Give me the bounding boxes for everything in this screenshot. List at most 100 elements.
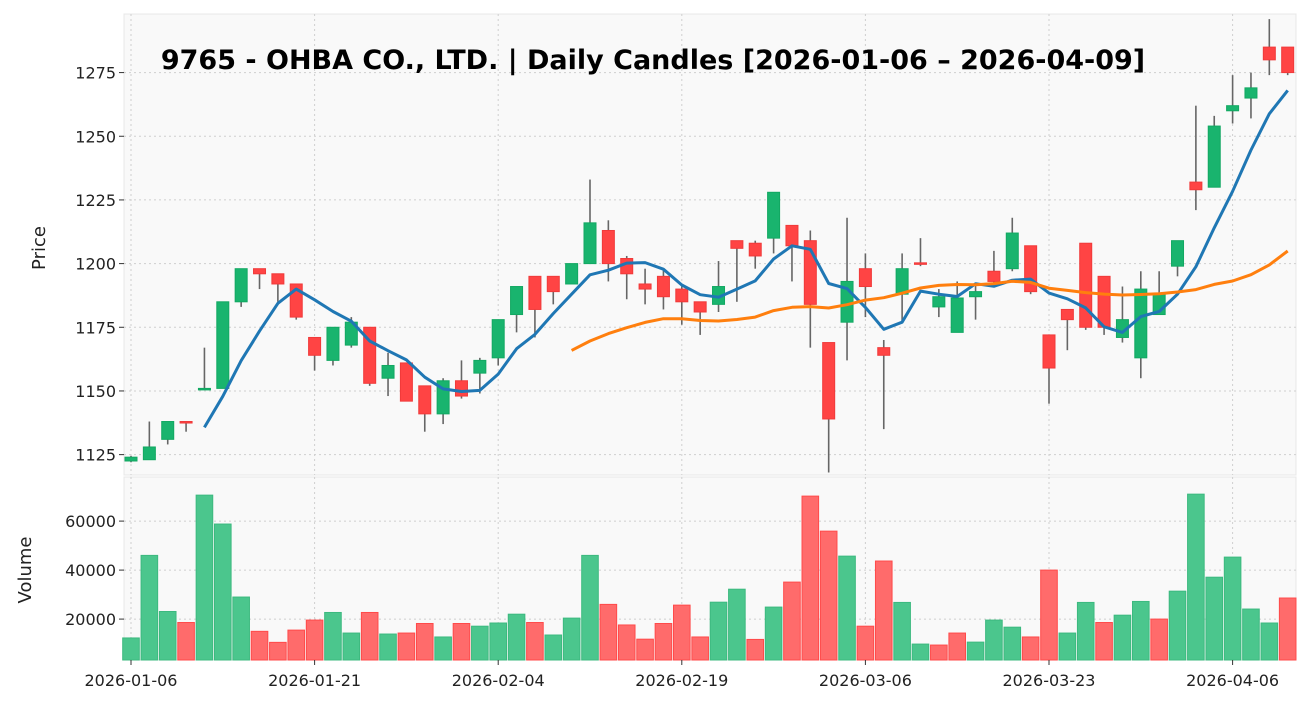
candle-body [418, 385, 432, 415]
price-axis-label: Price [29, 226, 50, 270]
volume-bar [214, 523, 232, 661]
volume-bar [195, 494, 214, 661]
volume-bar [1150, 618, 1168, 661]
candle-body [1226, 105, 1240, 112]
price-tick-label: 1175 [75, 318, 116, 337]
volume-bar [1168, 590, 1187, 661]
date-tick-label: 2026-01-06 [85, 671, 178, 690]
volume-tick-label: 20000 [65, 610, 116, 629]
candle-body [326, 326, 340, 361]
volume-bar [1242, 608, 1260, 661]
volume-bar [526, 622, 544, 661]
volume-bar [801, 495, 820, 661]
price-tick-label: 1125 [75, 446, 116, 465]
volume-bar [1003, 626, 1022, 661]
volume-bar [544, 634, 563, 661]
candle-body [730, 240, 744, 249]
volume-bar [581, 554, 599, 661]
candle-body [1134, 288, 1148, 359]
candle-body [1042, 334, 1056, 369]
volume-bar [1040, 569, 1058, 661]
candle-body [528, 275, 542, 310]
volume-bar [342, 632, 361, 661]
candle-body [271, 273, 285, 285]
volume-bar [269, 641, 287, 661]
volume-bar [985, 619, 1003, 661]
candle-body [932, 296, 946, 308]
axis-ticks: 1125 1150 1175 1200 1225 1250 1275 20000 40000 60… [65, 64, 1279, 690]
candle-body [197, 387, 211, 391]
candle-body [142, 446, 156, 461]
candle-body [216, 301, 230, 389]
price-tick-label: 1150 [75, 382, 116, 401]
volume-bar [911, 643, 930, 661]
volume-bar [819, 530, 838, 661]
volume-bar [966, 641, 985, 661]
candle-body [565, 263, 579, 285]
volume-bar [1187, 493, 1205, 661]
candle-body [308, 336, 322, 356]
candle-body [546, 275, 560, 293]
volume-bar [397, 632, 416, 661]
volume-bar [930, 644, 948, 661]
candle-body [767, 191, 781, 239]
price-panel-background [123, 13, 1297, 476]
volume-bar [287, 629, 306, 661]
candle-body [913, 262, 927, 265]
volume-bar [158, 610, 177, 661]
volume-bar [654, 622, 673, 661]
volume-bar [415, 622, 434, 661]
volume-bar [1132, 600, 1150, 661]
volume-bar [709, 601, 728, 661]
volume-bar [452, 622, 471, 661]
volume-bar [893, 601, 911, 661]
date-tick-label: 2026-04-06 [1186, 671, 1279, 690]
volume-bar [1021, 636, 1040, 661]
volume-bar [140, 554, 159, 661]
candle-body [601, 229, 615, 265]
candle-body [1207, 125, 1221, 188]
volume-tick-label: 40000 [65, 561, 116, 580]
chart-title: 9765 - OHBA CO., LTD. | Daily Candles [2… [161, 45, 1145, 76]
candle-body [969, 291, 983, 298]
candle-body [1097, 275, 1111, 328]
candle-body [1262, 46, 1276, 61]
candle-body [1079, 242, 1093, 328]
volume-bar [250, 630, 269, 661]
volume-bars [122, 493, 1297, 661]
volume-bar [948, 632, 967, 661]
date-tick-label: 2026-03-23 [1003, 671, 1096, 690]
volume-tick-label: 60000 [65, 512, 116, 531]
candle-body [895, 268, 909, 295]
candle-body [1171, 240, 1185, 267]
date-tick-label: 2026-01-21 [268, 671, 361, 690]
candle-body [399, 362, 413, 402]
volume-bar [617, 624, 636, 661]
candle-body [1244, 87, 1258, 99]
candle-body [179, 421, 193, 424]
volume-bar [636, 638, 654, 661]
candle-body [234, 268, 248, 303]
candle-body [748, 242, 762, 257]
candle-body [161, 421, 175, 440]
volume-bar [1095, 622, 1113, 661]
volume-bar [874, 560, 893, 661]
volume-bar [856, 625, 875, 661]
volume-bar [507, 613, 526, 661]
candle-body [656, 275, 670, 298]
candle-body [785, 224, 799, 247]
moving-average-lines [203, 89, 1289, 429]
volume-bar [434, 636, 452, 661]
candle-body [124, 456, 138, 462]
volume-bar [728, 588, 746, 661]
volume-bar [360, 611, 379, 661]
volume-bar [1278, 597, 1297, 661]
candle-body [638, 283, 652, 290]
candle-body [693, 301, 707, 313]
volume-bar [746, 638, 765, 661]
volume-bar [764, 606, 783, 661]
candle-body [1005, 232, 1019, 270]
candle-body [1281, 46, 1295, 74]
price-tick-label: 1200 [75, 255, 116, 274]
